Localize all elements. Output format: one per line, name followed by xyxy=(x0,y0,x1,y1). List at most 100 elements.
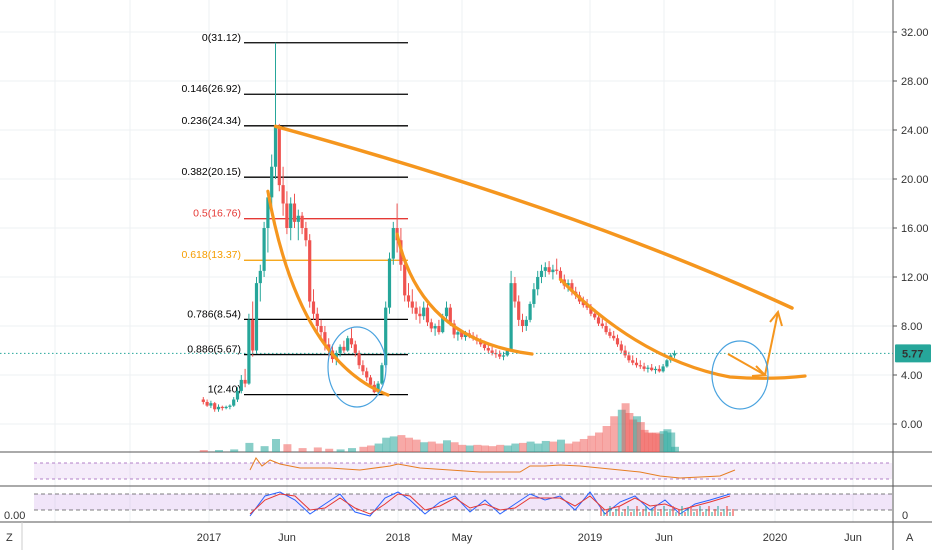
time-axis-label: Jun xyxy=(655,532,673,544)
volume-bar xyxy=(336,449,345,452)
candle-body xyxy=(209,403,213,406)
zoom-toggle-button[interactable]: Z xyxy=(6,532,13,544)
candle-body xyxy=(653,368,658,371)
candle-body xyxy=(273,126,278,167)
candle-body xyxy=(532,289,536,304)
candle-body xyxy=(247,319,251,384)
candle-body xyxy=(258,270,262,284)
highlight-circle xyxy=(711,340,769,410)
candle-body xyxy=(612,335,616,339)
lower-pane-right-label: 0 xyxy=(902,510,908,522)
candle-body xyxy=(323,332,327,345)
volume-bar xyxy=(443,440,451,452)
stoch-histogram-bar xyxy=(660,509,662,516)
candle-body xyxy=(596,317,601,324)
candle-body xyxy=(300,215,304,228)
stoch-histogram-bar xyxy=(627,506,629,516)
candle-body xyxy=(228,405,232,407)
stoch-histogram-bar xyxy=(630,512,632,516)
candle-body xyxy=(524,319,528,326)
stoch-histogram-bar xyxy=(639,512,641,516)
fib-level-label: 0.236(24.34) xyxy=(181,115,241,127)
stoch-k-line xyxy=(249,491,731,517)
volume-bar xyxy=(481,445,489,452)
candle-body xyxy=(368,377,373,385)
candle-body xyxy=(429,322,433,329)
stoch-histogram-bar xyxy=(702,512,704,516)
stoch-histogram-bar xyxy=(633,509,635,516)
candle-body xyxy=(555,269,559,271)
candle-body xyxy=(661,366,665,372)
candle-body xyxy=(444,307,449,317)
lower-pane-left-label: 0.00 xyxy=(4,510,25,522)
volume-bar xyxy=(382,437,391,452)
candle-body xyxy=(418,313,422,317)
candle-body xyxy=(410,301,414,308)
candle-body xyxy=(425,307,430,323)
stoch-histogram-bar xyxy=(723,509,725,516)
time-axis-label: 2019 xyxy=(578,532,602,544)
fib-level-label: 0.886(5.67) xyxy=(187,344,241,356)
volume-bar xyxy=(199,450,208,452)
candle-body xyxy=(528,303,532,320)
time-axis-label: May xyxy=(452,532,473,544)
volume-bar xyxy=(359,446,368,452)
stoch-histogram-bar xyxy=(690,506,692,516)
candle-body xyxy=(517,301,521,320)
volume-bar xyxy=(465,445,474,452)
stoch-histogram-bar xyxy=(666,512,668,516)
fib-level-label: 1(2.40) xyxy=(208,384,241,396)
volume-bar xyxy=(579,439,588,452)
candle-body xyxy=(391,228,395,259)
candle-body xyxy=(292,203,297,222)
volume-bar xyxy=(519,442,527,452)
stoch-d-line xyxy=(249,493,731,515)
volume-bar xyxy=(610,416,619,452)
stoch-histogram-bar xyxy=(678,509,680,516)
arrow-down-stroke xyxy=(727,353,766,376)
candle-body xyxy=(501,355,506,357)
candle-body xyxy=(608,332,612,336)
rsi-line xyxy=(249,457,736,479)
volume-bar xyxy=(473,444,482,452)
candle-body xyxy=(441,316,445,333)
candle-body xyxy=(570,283,574,292)
candle-body xyxy=(593,313,597,318)
stoch-histogram-bar xyxy=(681,506,683,516)
fib-level-label: 0.618(13.37) xyxy=(181,249,241,261)
stoch-histogram-bar xyxy=(699,506,701,516)
volume-bar xyxy=(230,449,239,452)
volume-bar xyxy=(272,439,280,452)
time-axis-label: Jun xyxy=(844,532,862,544)
stoch-histogram-bar xyxy=(621,512,623,516)
stoch-histogram-bar xyxy=(669,509,671,516)
candle-body xyxy=(646,367,650,369)
volume-bar xyxy=(595,432,603,452)
candle-body xyxy=(600,323,604,326)
fib-level-label: 0.146(26.92) xyxy=(181,83,241,95)
candle-body xyxy=(232,399,236,406)
stoch-histogram-bar xyxy=(609,506,611,516)
candle-body xyxy=(311,301,316,314)
volume-bar xyxy=(245,442,254,452)
candle-body xyxy=(357,352,361,366)
stoch-histogram-bar xyxy=(615,509,617,516)
candle-body xyxy=(505,350,509,356)
volume-bar xyxy=(534,443,543,452)
price-tick-label: 0.00 xyxy=(901,419,922,431)
volume-bar xyxy=(557,439,565,452)
candle-body xyxy=(338,346,342,353)
candle-body xyxy=(289,203,293,228)
current-price-badge[interactable] xyxy=(895,344,931,363)
stoch-band xyxy=(34,494,892,510)
price-tick-label: 28.00 xyxy=(901,76,929,88)
arrow-up-head xyxy=(769,309,783,327)
candle-body xyxy=(627,355,631,361)
candle-body xyxy=(403,264,407,296)
auto-scale-button[interactable]: A xyxy=(906,532,914,544)
stoch-histogram-bar xyxy=(651,509,653,516)
stoch-histogram-bar xyxy=(720,512,722,516)
candle-body xyxy=(239,379,243,391)
candle-body xyxy=(342,346,346,351)
